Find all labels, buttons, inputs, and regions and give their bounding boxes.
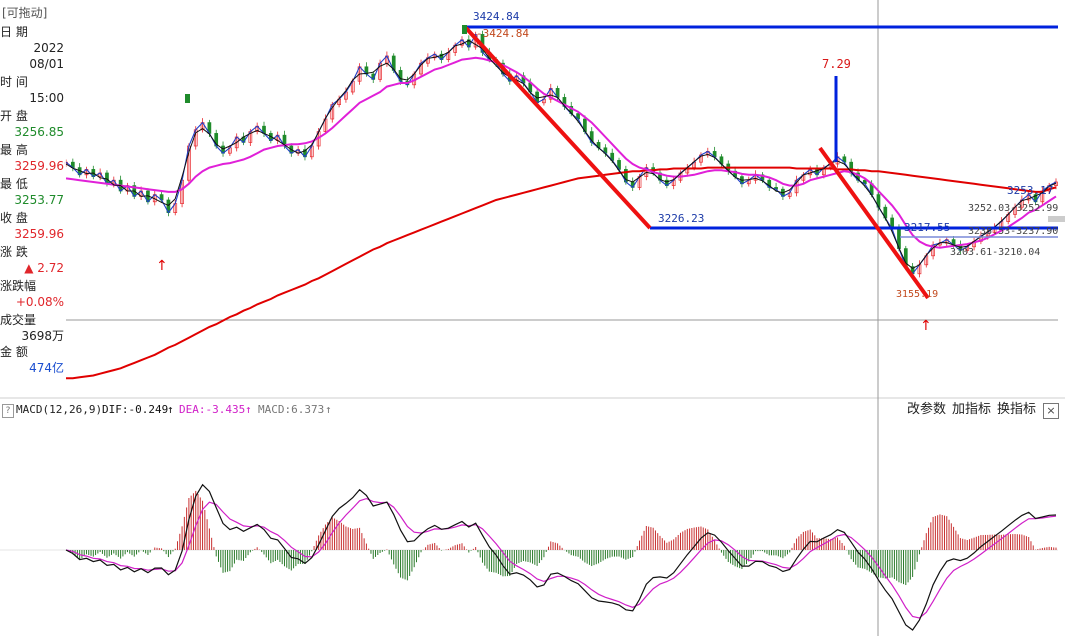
dif-arrow-icon: ↑ <box>167 403 174 416</box>
close-value: 3259.96 <box>14 227 64 241</box>
ma-short-line <box>65 39 1057 269</box>
date-year: 2022 <box>33 41 64 55</box>
switch-indicator-button[interactable]: 换指标 <box>997 402 1037 417</box>
sell-marker-icon <box>185 94 190 103</box>
candlestick-series <box>64 30 1058 278</box>
label-range-b: 3238.53-3237.90 <box>968 226 1058 237</box>
low-label: 最 低 <box>0 177 28 191</box>
time-value: 15:00 <box>29 91 64 105</box>
label-mid-low: 3226.23 <box>658 212 704 225</box>
label-last-3253: 3253.17 <box>1007 184 1053 197</box>
volume-value: 3698万 <box>21 329 64 343</box>
high-value: 3259.96 <box>14 159 64 173</box>
amount-label: 金 额 <box>0 345 28 359</box>
dea-arrow-icon: ↑ <box>245 403 252 416</box>
date-md: 08/01 <box>29 57 64 71</box>
add-indicator-button[interactable]: 加指标 <box>952 402 992 417</box>
buy-arrow-icon-2: ↑ <box>920 318 932 334</box>
close-label: 收 盘 <box>0 211 28 225</box>
trend-line-down-2[interactable] <box>818 146 930 300</box>
label-3217: 3217.55 <box>904 221 950 234</box>
close-indicator-icon[interactable]: × <box>1043 403 1059 419</box>
open-label: 开 盘 <box>0 109 28 123</box>
quote-info-panel[interactable]: [可拖动] 日 期 2022 08/01 时 间 15:00 开 盘 3256.… <box>0 0 66 380</box>
low-value: 3253.77 <box>14 193 64 207</box>
label-high-side: -3424.84 <box>476 27 529 40</box>
label-high-top: 3424.84 <box>473 10 520 23</box>
change-value: ▲ 2.72 <box>24 261 64 275</box>
ma-long-line <box>66 166 1057 380</box>
zigzag-line <box>65 33 1057 275</box>
macd-arrow-icon: ↑ <box>325 403 332 416</box>
open-value: 3256.85 <box>14 125 64 139</box>
help-icon[interactable]: ? <box>2 404 14 418</box>
amount-value: 474亿 <box>29 361 64 375</box>
macd-title: MACD(12,26,9) <box>16 403 103 416</box>
label-measure: 7.29 <box>822 57 851 71</box>
pct-value: +0.08% <box>15 295 64 309</box>
change-label: 涨 跌 <box>0 245 28 259</box>
time-label: 时 间 <box>0 75 28 89</box>
drag-handle-label[interactable]: [可拖动] <box>2 6 48 20</box>
trend-line-down-1[interactable] <box>464 26 652 230</box>
dif-value: DIF:-0.249 <box>102 403 169 416</box>
volume-label: 成交量 <box>0 313 37 327</box>
label-range-a: 3252.03-3252.99 <box>968 203 1058 214</box>
macd-value: MACD:6.373 <box>258 403 325 416</box>
dif-line <box>65 483 1057 631</box>
scroll-handle[interactable] <box>1048 216 1065 222</box>
pct-label: 涨跌幅 <box>0 279 37 293</box>
label-range-c: 3203.61-3210.04 <box>950 247 1040 258</box>
high-label: 最 高 <box>0 143 28 157</box>
dea-line <box>65 497 1057 619</box>
date-label: 日 期 <box>0 25 28 39</box>
macd-header: MACD(12,26,9) DIF:-0.249 ↑ DEA:-3.435 ↑ … <box>0 400 1065 420</box>
high-marker-icon <box>462 25 467 34</box>
label-low-3155: 3155.19 <box>896 289 938 300</box>
dea-value: DEA:-3.435 <box>179 403 246 416</box>
buy-arrow-icon-1: ↑ <box>156 258 168 274</box>
edit-params-button[interactable]: 改参数 <box>907 402 947 417</box>
ma-mid-line <box>65 56 1057 249</box>
